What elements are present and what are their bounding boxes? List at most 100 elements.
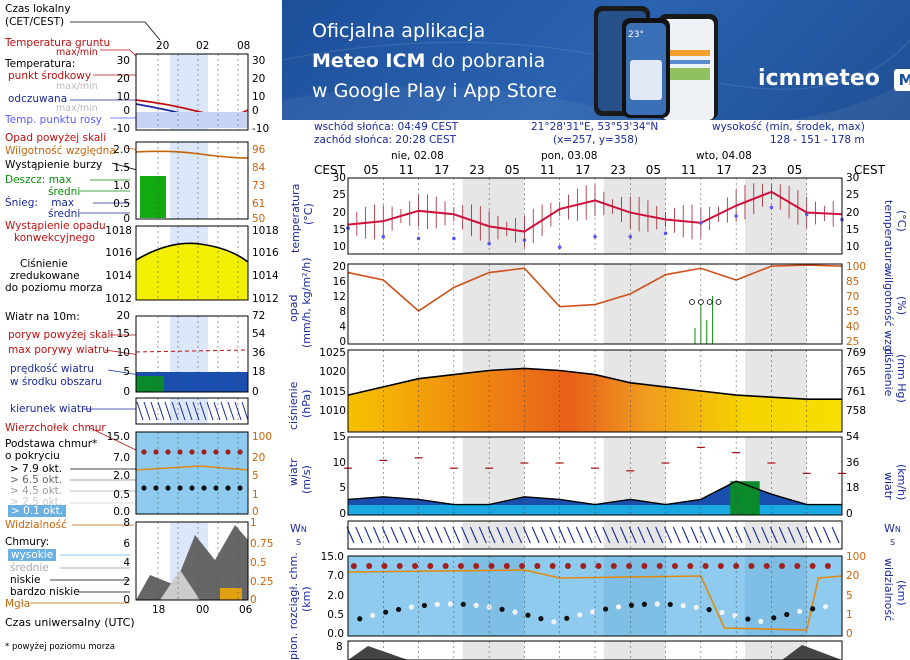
wind-arrow-530	[655, 526, 664, 544]
wind-arrow-260	[496, 526, 505, 544]
lp-arrow-140	[136, 401, 144, 421]
legend-okt01: > 0.1 okt.	[8, 505, 67, 517]
lp-ctop-228	[225, 449, 231, 455]
lp-frame-d	[135, 397, 249, 425]
wind-arrow-740	[778, 526, 787, 544]
lt-cisn-l-0: 1018	[105, 225, 132, 237]
wind-arrow-470	[619, 526, 628, 544]
visibility-line	[347, 569, 843, 631]
legend-okt79: > 7.9 okt.	[10, 463, 63, 475]
lt-cl-l-3: 2	[123, 576, 130, 588]
panel-frame-wiatr	[347, 436, 843, 516]
lt-chm-r-2: 5	[252, 470, 259, 482]
lp-vis-line	[135, 465, 249, 471]
lp-press-area	[136, 243, 248, 300]
wind-arrow-575	[681, 526, 690, 544]
day-label-2: wto, 04.08	[696, 150, 752, 162]
temp-line	[347, 190, 843, 233]
wind-arrow-125	[417, 526, 426, 544]
cloud-base-284	[512, 609, 518, 615]
cloud-top-36	[366, 563, 373, 569]
legend-deszcz-label: Deszcz:	[5, 174, 46, 186]
cloud-base-548	[667, 601, 673, 608]
ms-opad-r-1: 85	[846, 276, 860, 288]
promo-banner[interactable]: Oficjalna aplikacja Meteo ICM do pobrani…	[282, 0, 910, 120]
cloud-top-218	[473, 563, 480, 569]
lt-chm-r-0: 100	[252, 431, 273, 443]
wind-arrow-185	[452, 526, 461, 544]
banner-line-2-rest: do pobrania	[425, 50, 546, 72]
cloud-top-244	[488, 563, 495, 569]
legend-cisnienie-3: do poziomu morza	[5, 282, 103, 294]
dir-w-r: W	[884, 522, 895, 535]
lt-chm-r-1: 20	[252, 452, 266, 464]
ms-temp-l-2: 20	[332, 206, 346, 219]
cloud-base-482	[628, 602, 635, 608]
legend-footnote: * powyżej poziomu morza	[5, 642, 115, 652]
wind-arrow-410	[584, 526, 593, 544]
wind-arrow-305	[522, 526, 531, 544]
legend-czas-uniwersalny: Czas uniwersalny (UTC)	[5, 616, 135, 629]
ms-chm-l-0: 15.0	[320, 551, 344, 563]
cloud-top-296	[519, 563, 526, 569]
legend-widzialnosc: Widzialność	[5, 519, 67, 531]
cloud-base-658	[732, 613, 738, 619]
legend-deszcz-max: max	[48, 174, 72, 186]
lt-temp-r-3: 0	[252, 105, 259, 117]
ms-cisn-l-0: 1025	[319, 347, 346, 359]
ms-temp-r-2: 20	[846, 206, 860, 219]
cloud-top-478	[626, 563, 633, 569]
lp-cbase-216	[213, 485, 219, 491]
hour-label-6: 17	[575, 163, 591, 177]
legend-bardzo-niskie: bardzo niskie	[10, 586, 80, 598]
lp-cloud-cover	[136, 525, 248, 600]
wind-arrow-620	[708, 526, 717, 544]
legend-mgla: Mgła	[5, 598, 31, 610]
lp-arrow-182	[178, 401, 186, 421]
ms-opad-l-2: 12	[332, 291, 346, 303]
lt-chm-l-4: 0.0	[113, 506, 130, 518]
cloud-base-702	[758, 618, 764, 624]
lt-wiatr-l-2: 10	[116, 347, 130, 359]
cloud-base-350	[551, 619, 557, 625]
cloud-top-88	[396, 563, 403, 569]
legend-cisnienie-1: Ciśnienie	[20, 258, 68, 270]
lt-chm-l-0: 15.0	[106, 431, 130, 443]
ms-chm-l-1: 7.0	[327, 570, 344, 583]
legend-temperatura: Temperatura:	[5, 58, 76, 70]
dir-s-r: S	[890, 538, 896, 547]
lp-cloud-mid	[160, 570, 200, 600]
ms-cisn-r-1: 765	[846, 366, 867, 379]
cloud-top-582	[687, 563, 694, 569]
wind-arrow-665	[734, 526, 743, 544]
night-band-dir-0	[462, 521, 525, 549]
ms-cisn-r-2: 761	[846, 385, 867, 398]
cloud-base-174	[447, 601, 453, 607]
thunder-mark-2	[706, 299, 713, 305]
legend-mini-panels	[135, 53, 249, 601]
legend-poryw-pow: poryw powyżej skali	[8, 329, 114, 341]
ms-wiatr-l-1: 10	[332, 456, 346, 469]
legend-okt45: > 4.5 okt.	[10, 485, 63, 497]
legend-wierzcholek: Wierzchołek chmur	[5, 422, 106, 434]
ms-cisn-r-3: 758	[846, 405, 867, 417]
ms-wiatr-r-1: 36	[846, 456, 860, 469]
wind-arrow-95	[399, 526, 408, 544]
lt-opad-r-1: 84	[252, 162, 266, 174]
cloud-top-166	[442, 563, 449, 569]
lt-temp-l-3: 0	[123, 105, 130, 117]
czas-lokalny: Czas lokalny	[5, 3, 71, 15]
lp-wind-green	[136, 376, 164, 392]
ms-chm-r-3: 1	[846, 608, 853, 621]
panel-frame-tail	[347, 640, 843, 660]
ms-wiatr-l-0: 15	[332, 431, 346, 443]
thunder-mark-0	[689, 299, 695, 305]
ms-chm-l-4: 0.0	[327, 628, 344, 640]
cloud-top-790	[809, 563, 816, 569]
lp-arrow-210	[206, 401, 214, 421]
wind-arrow-650	[725, 526, 734, 544]
lp-arrow-217	[213, 401, 221, 421]
cloud-base-812	[822, 604, 829, 610]
wind-arrow-560	[672, 526, 681, 544]
lp-gust-line	[135, 349, 249, 353]
